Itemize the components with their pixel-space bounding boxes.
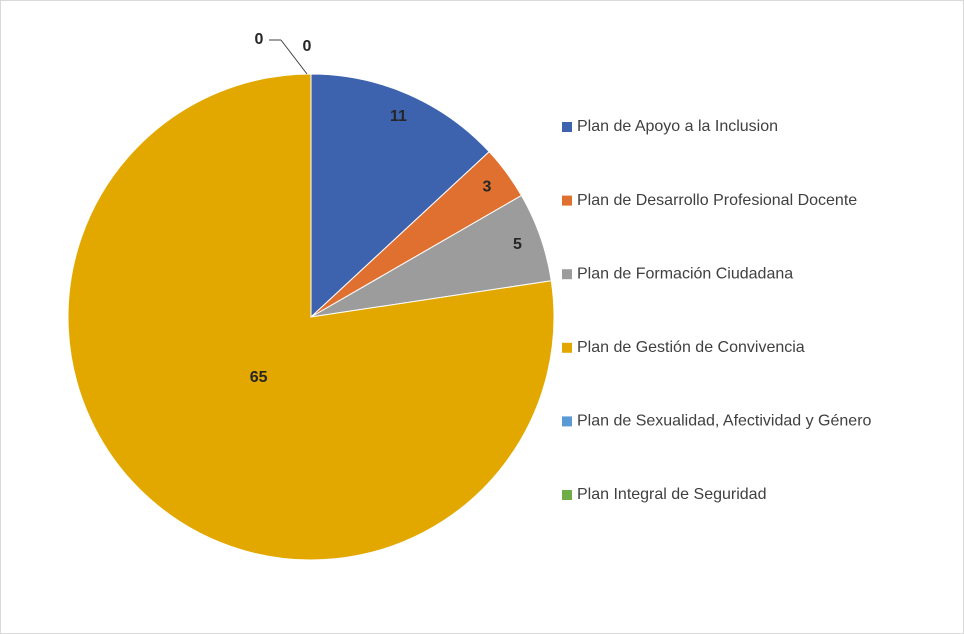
legend-swatch [562, 195, 572, 206]
legend-label: Plan de Sexualidad, Afectividad y Género [577, 413, 872, 430]
legend-swatch [562, 416, 572, 427]
data-label: 5 [513, 236, 522, 253]
legend-label: Plan de Desarrollo Profesional Docente [577, 192, 857, 209]
legend-swatch [562, 490, 572, 500]
data-label: 11 [390, 108, 407, 125]
data-label: 0 [255, 31, 264, 48]
legend-label: Plan de Apoyo a la Inclusion [577, 118, 778, 135]
legend-label: Plan de Gestión de Convivencia [577, 339, 805, 356]
data-label: 0 [303, 38, 312, 55]
data-label: 3 [483, 178, 492, 195]
data-label: 65 [250, 369, 268, 386]
legend-swatch [562, 122, 572, 132]
legend-label: Plan Integral de Seguridad [577, 486, 766, 503]
legend-swatch [562, 342, 572, 353]
pie-slice [67, 73, 555, 561]
legend-label: Plan de Formación Ciudadana [577, 265, 793, 282]
leader-line [280, 39, 308, 75]
pie-slice [310, 73, 490, 319]
legend-swatch [562, 269, 572, 280]
